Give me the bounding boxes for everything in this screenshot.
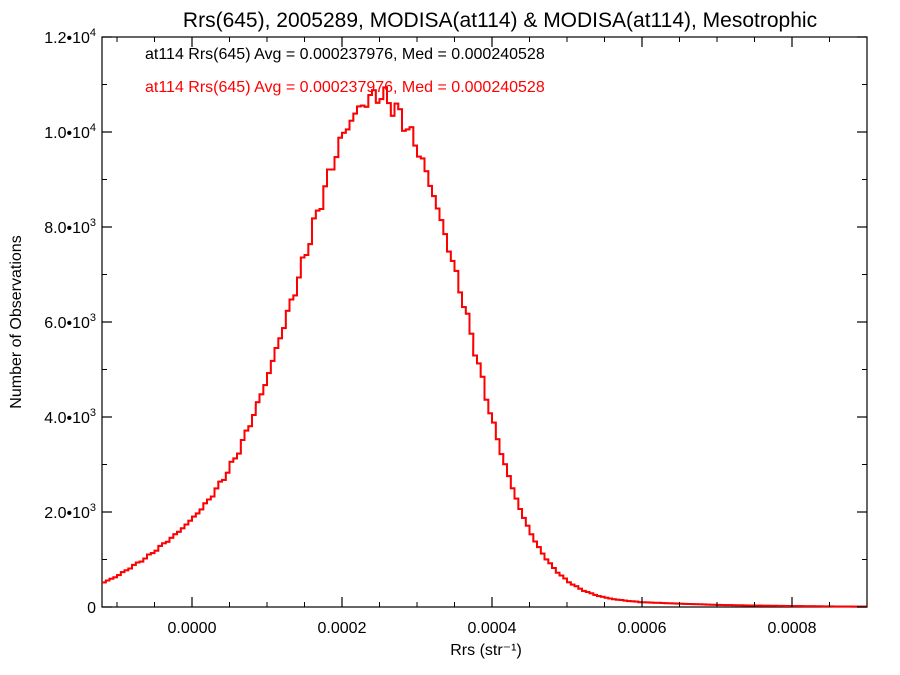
legend-entry-0: at114 Rrs(645) Avg = 0.000237976, Med = … bbox=[145, 46, 545, 63]
series-layer bbox=[102, 86, 867, 608]
x-axis-label: Rrs (str⁻¹) bbox=[450, 642, 522, 659]
histogram-series-0 bbox=[102, 86, 867, 608]
x-tick-label: 0.0002 bbox=[318, 620, 367, 637]
y-tick-label: 2.0•103 bbox=[44, 502, 96, 522]
x-tick-label: 0.0004 bbox=[468, 620, 517, 637]
y-tick-label: 6.0•103 bbox=[44, 312, 96, 332]
x-tick-label: 0.0000 bbox=[168, 620, 217, 637]
y-tick-label: 8.0•103 bbox=[44, 217, 96, 237]
x-tick-label: 0.0008 bbox=[768, 620, 817, 637]
y-tick-label: 1.0•104 bbox=[44, 122, 96, 142]
y-tick-label: 1.2•104 bbox=[44, 27, 96, 47]
y-tick-label: 0 bbox=[87, 600, 96, 617]
y-axis-label: Number of Observations bbox=[8, 235, 25, 408]
legend-entry-1: at114 Rrs(645) Avg = 0.000237976, Med = … bbox=[145, 79, 545, 96]
chart-title: Rrs(645), 2005289, MODISA(at114) & MODIS… bbox=[183, 9, 817, 32]
plot-frame bbox=[101, 36, 868, 608]
x-tick-label: 0.0006 bbox=[618, 620, 667, 637]
histogram-series-1 bbox=[102, 86, 867, 608]
axis-layer: 0.0000 0.0002 0.0004 0.0006 0.0008 0 2.0•103 4.… bbox=[44, 27, 867, 637]
y-tick-label: 4.0•103 bbox=[44, 407, 96, 427]
